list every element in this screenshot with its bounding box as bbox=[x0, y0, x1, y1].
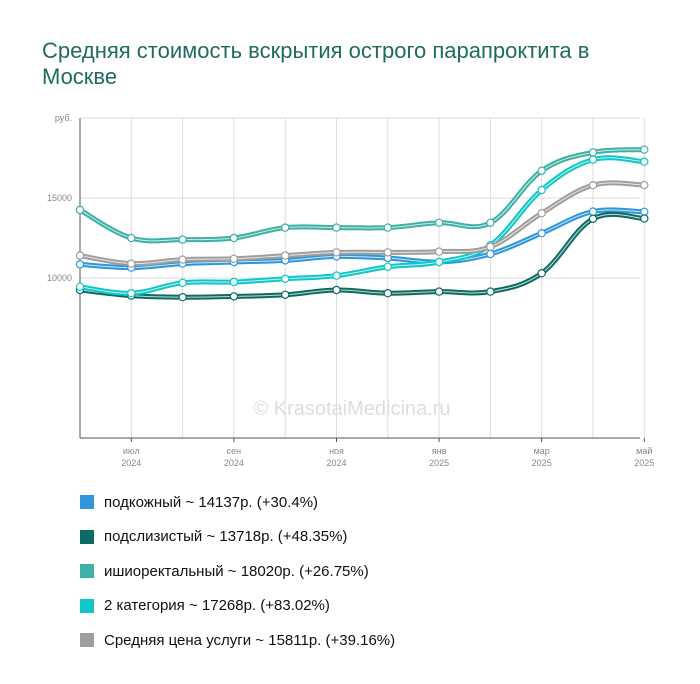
axes: 10000 15000 руб. июл 2024 сен 2024 ноя 2024 янв 20… bbox=[47, 113, 654, 468]
data-point bbox=[588, 207, 598, 216]
data-point bbox=[537, 269, 546, 278]
legend-item: ишиоректальный ~ 18020р. (+26.75%) bbox=[80, 554, 395, 589]
legend-swatch bbox=[80, 529, 94, 544]
data-point bbox=[434, 247, 444, 256]
x-tick-month: ноя bbox=[329, 446, 344, 456]
legend-swatch bbox=[80, 564, 94, 579]
x-tick-month: мар bbox=[534, 446, 550, 456]
data-point bbox=[229, 292, 239, 301]
data-point bbox=[75, 260, 85, 269]
data-point bbox=[178, 255, 187, 264]
grid bbox=[80, 117, 645, 438]
data-point bbox=[383, 289, 392, 298]
legend-label: подслизистый ~ 13718р. (+48.35%) bbox=[104, 528, 348, 546]
data-point bbox=[332, 248, 341, 257]
data-point bbox=[486, 287, 495, 296]
data-point bbox=[75, 205, 85, 215]
data-point bbox=[434, 287, 444, 296]
legend-label: подкожный ~ 14137р. (+30.4%) bbox=[104, 493, 319, 511]
data-point bbox=[332, 271, 341, 280]
data-point bbox=[281, 251, 290, 260]
data-point bbox=[229, 254, 239, 263]
series-group bbox=[75, 145, 649, 244]
data-point bbox=[588, 148, 598, 157]
data-point bbox=[383, 223, 392, 232]
data-point bbox=[537, 208, 546, 218]
data-point bbox=[537, 228, 546, 238]
series-line-highlight bbox=[79, 209, 645, 269]
legend-item: подкожный ~ 14137р. (+30.4%) bbox=[80, 485, 395, 520]
legend-swatch bbox=[80, 633, 94, 648]
chart-title: Средняя стоимость вскрытия острого парап… bbox=[42, 38, 590, 89]
watermark: © KrasotaiMedicina.ru bbox=[253, 398, 450, 420]
data-point bbox=[75, 251, 85, 260]
series-group bbox=[75, 180, 649, 268]
data-point bbox=[537, 185, 546, 195]
x-tick-year: 2025 bbox=[634, 458, 654, 468]
series-lines bbox=[75, 145, 649, 302]
data-point bbox=[281, 290, 290, 299]
legend-swatch bbox=[80, 598, 94, 613]
data-point bbox=[178, 293, 187, 302]
data-point bbox=[486, 249, 495, 259]
legend-swatch bbox=[80, 495, 94, 510]
x-tick-year: 2025 bbox=[532, 458, 552, 468]
data-point bbox=[537, 166, 546, 175]
data-point bbox=[178, 235, 187, 244]
y-tick-label: 15000 bbox=[47, 193, 72, 203]
data-point bbox=[383, 262, 392, 271]
data-point bbox=[640, 180, 649, 190]
data-point bbox=[434, 218, 444, 227]
data-point bbox=[486, 242, 495, 251]
x-tick-year: 2024 bbox=[326, 458, 346, 468]
x-tick-year: 2025 bbox=[429, 458, 449, 468]
data-point bbox=[127, 289, 136, 298]
legend-item: Средняя цена услуги ~ 15811р. (+39.16%) bbox=[80, 623, 395, 658]
series-line-highlight bbox=[79, 182, 645, 265]
legend-item: 2 категория ~ 17268р. (+83.02%) bbox=[80, 589, 395, 624]
data-point bbox=[127, 259, 136, 268]
data-point bbox=[229, 233, 239, 243]
data-point bbox=[178, 278, 187, 287]
data-point bbox=[75, 282, 85, 291]
legend: подкожный ~ 14137р. (+30.4%) подслизистый… bbox=[80, 485, 395, 658]
line-chart: © KrasotaiMedicina.ru 10000 15000 руб. июл 2… bbox=[47, 113, 654, 468]
data-point bbox=[486, 218, 495, 227]
data-point bbox=[281, 274, 290, 283]
legend-label: Средняя цена услуги ~ 15811р. (+39.16%) bbox=[104, 631, 396, 649]
data-point bbox=[332, 223, 341, 232]
data-point bbox=[127, 233, 136, 243]
data-point bbox=[588, 214, 598, 223]
series-group bbox=[75, 155, 649, 298]
legend-label: ишиоректальный ~ 18020р. (+26.75%) bbox=[104, 562, 369, 580]
data-point bbox=[229, 277, 239, 287]
data-point bbox=[640, 145, 649, 154]
data-point bbox=[588, 155, 598, 164]
x-tick-month: янв bbox=[432, 446, 447, 456]
legend-item: подслизистый ~ 13718р. (+48.35%) bbox=[80, 520, 395, 555]
data-point bbox=[588, 180, 598, 190]
data-point bbox=[332, 285, 341, 295]
y-tick-label: 10000 bbox=[47, 273, 72, 283]
series-group bbox=[75, 211, 649, 302]
y-tick-label: руб. bbox=[55, 113, 72, 123]
x-tick-year: 2024 bbox=[224, 458, 244, 468]
x-tick-month: сен bbox=[227, 446, 242, 456]
legend-label: 2 категория ~ 17268р. (+83.02%) bbox=[104, 597, 330, 615]
x-tick-year: 2024 bbox=[121, 458, 141, 468]
data-point bbox=[281, 223, 290, 232]
data-point bbox=[383, 248, 392, 257]
data-point bbox=[640, 157, 649, 166]
x-tick-month: июл bbox=[123, 446, 140, 456]
x-tick-month: май bbox=[636, 446, 652, 456]
data-point bbox=[640, 214, 649, 223]
data-point bbox=[434, 257, 444, 267]
